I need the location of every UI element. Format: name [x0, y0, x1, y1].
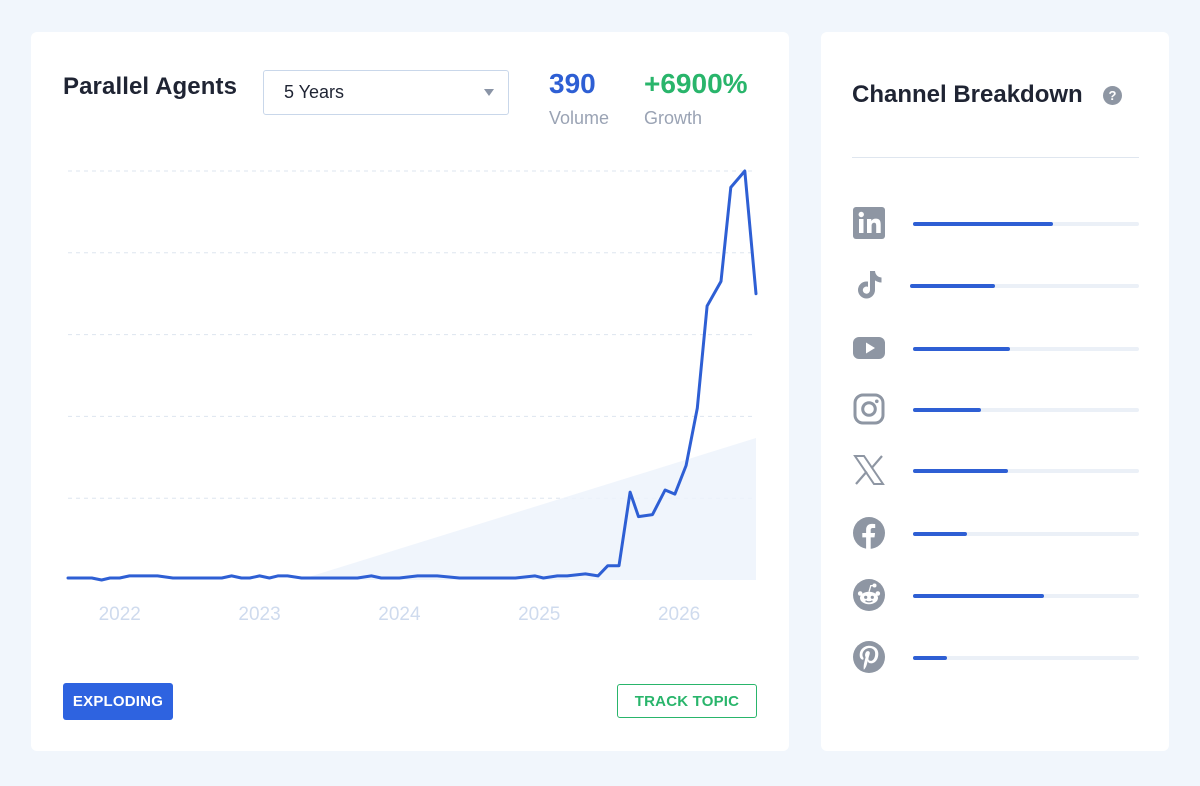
channel-row-x — [852, 453, 1139, 487]
x-icon — [853, 455, 885, 485]
time-range-select[interactable]: 5 Years — [263, 70, 509, 115]
channel-row-linkedin — [852, 206, 1139, 240]
trend-chart: 2022 2023 2024 2025 2026 — [66, 169, 758, 625]
x-tick-label: 2022 — [99, 604, 141, 625]
volume-label: Volume — [549, 108, 610, 128]
channel-share-bar — [913, 222, 1139, 226]
x-tick-label: 2026 — [658, 604, 700, 625]
divider — [852, 157, 1139, 158]
topic-title: Parallel Agents — [63, 73, 238, 100]
channel-share-bar — [913, 532, 1139, 536]
channel-share-fill — [913, 656, 947, 660]
channel-row-tiktok — [852, 268, 1139, 302]
volume-metric: 390 Volume — [549, 70, 609, 129]
pinterest-icon — [853, 641, 885, 673]
help-icon[interactable]: ? — [1103, 86, 1122, 105]
channel-breakdown-title: Channel Breakdown — [852, 81, 1083, 108]
growth-value: +6900% — [644, 68, 748, 99]
channel-share-fill — [913, 347, 1011, 351]
trend-projection-area — [299, 438, 756, 580]
channel-share-fill — [913, 532, 968, 536]
channel-share-bar — [913, 347, 1139, 351]
channel-share-fill — [913, 222, 1054, 226]
channel-share-bar — [913, 408, 1139, 412]
channel-row-instagram — [852, 392, 1139, 426]
tiktok-icon — [858, 271, 882, 299]
channel-share-fill — [913, 469, 1008, 473]
x-tick-label: 2023 — [238, 604, 280, 625]
channel-row-youtube — [852, 331, 1139, 365]
trend-card: Parallel Agents 5 Years 390 Volume +6900… — [31, 32, 789, 751]
time-range-value: 5 Years — [284, 82, 345, 102]
channel-share-fill — [913, 408, 981, 412]
linkedin-icon — [853, 207, 885, 239]
channel-row-reddit — [852, 578, 1139, 612]
trend-line — [66, 169, 758, 582]
channel-breakdown-card: Channel Breakdown ? — [821, 32, 1169, 751]
channel-share-bar — [910, 284, 1139, 288]
reddit-icon — [853, 579, 885, 611]
youtube-icon — [853, 337, 885, 359]
volume-value: 390 — [549, 68, 596, 99]
channel-row-pinterest — [852, 640, 1139, 674]
chevron-down-icon — [484, 89, 494, 96]
track-topic-button[interactable]: TRACK TOPIC — [617, 684, 757, 718]
channel-share-bar — [913, 469, 1139, 473]
growth-label: Growth — [644, 108, 703, 128]
channel-row-facebook — [852, 516, 1139, 550]
channel-share-bar — [913, 594, 1139, 598]
facebook-icon — [853, 517, 885, 549]
instagram-icon — [853, 393, 885, 425]
channel-share-bar — [913, 656, 1139, 660]
status-badge[interactable]: EXPLODING — [63, 683, 173, 720]
x-tick-label: 2025 — [518, 604, 560, 625]
channel-share-fill — [913, 594, 1045, 598]
x-tick-label: 2024 — [378, 604, 421, 625]
growth-metric: +6900% Growth — [644, 70, 748, 129]
channel-share-fill — [910, 284, 995, 288]
